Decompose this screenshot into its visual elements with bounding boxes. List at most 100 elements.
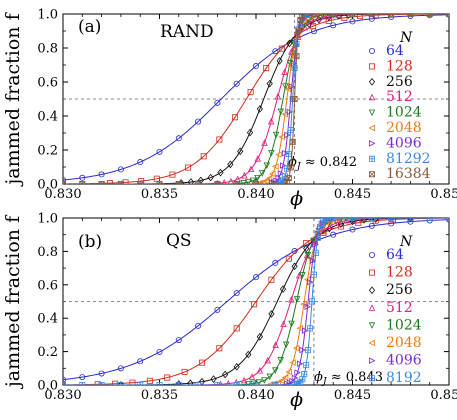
phi-j-annotation: ϕJ ≈ 0.842 <box>288 155 357 172</box>
data-point <box>117 382 124 385</box>
data-point <box>233 325 240 332</box>
legend-label: 2048 <box>386 335 422 351</box>
legend-marker <box>368 109 376 117</box>
legend-label: 512 <box>386 300 413 316</box>
phi-j-annotation: ϕJ ≈ 0.843 <box>314 370 383 387</box>
data-point <box>214 181 221 184</box>
y-axis-label: jammed fraction f <box>2 214 24 389</box>
data-point <box>175 337 182 344</box>
data-point <box>261 377 268 384</box>
series-line <box>63 219 449 381</box>
data-point <box>98 382 105 385</box>
data-point <box>175 181 182 184</box>
data-point <box>337 220 345 228</box>
data-point <box>214 306 221 313</box>
panel-title: RAND <box>160 22 214 42</box>
data-point <box>233 382 240 385</box>
data-point <box>296 360 304 368</box>
data-point <box>195 181 202 184</box>
series-line <box>63 14 449 181</box>
data-point <box>288 320 295 328</box>
data-point <box>233 362 240 371</box>
data-point <box>129 379 136 385</box>
data-point <box>284 131 291 139</box>
data-point <box>254 174 261 182</box>
data-point <box>321 14 329 20</box>
data-point <box>305 347 312 354</box>
data-point <box>117 181 124 184</box>
y-tick-label: 0.8 <box>37 42 58 57</box>
data-point <box>79 181 86 184</box>
data-point <box>272 259 279 266</box>
data-point <box>288 296 295 303</box>
data-point <box>286 39 293 48</box>
data-point <box>279 285 287 293</box>
legend-marker <box>368 77 376 86</box>
data-point <box>446 14 449 17</box>
data-point <box>335 218 342 226</box>
data-point <box>264 356 271 364</box>
x-tick-label: 0.830 <box>44 388 81 403</box>
series-16384 <box>63 14 449 184</box>
data-point <box>351 218 358 223</box>
y-tick-label: 0.2 <box>37 144 58 159</box>
data-point <box>320 14 325 19</box>
legend-label: 64 <box>386 247 404 263</box>
data-point <box>330 14 337 17</box>
legend-marker <box>368 269 375 276</box>
data-point <box>156 148 163 155</box>
data-point <box>266 373 274 381</box>
data-point <box>305 20 313 28</box>
data-point <box>98 181 105 184</box>
legend-marker <box>368 322 376 329</box>
data-point <box>241 171 248 179</box>
data-point <box>249 177 257 184</box>
data-point <box>349 218 356 221</box>
data-point <box>295 27 302 34</box>
series-group <box>63 14 449 184</box>
data-point <box>284 85 292 93</box>
data-point <box>426 218 433 221</box>
y-tick-label: 1.0 <box>37 8 58 23</box>
data-point <box>256 332 263 341</box>
data-point <box>240 179 247 184</box>
x-tick-label: 0.840 <box>237 187 274 202</box>
data-point <box>390 218 397 223</box>
data-point <box>79 174 86 181</box>
data-point <box>285 175 292 182</box>
data-point <box>282 149 289 157</box>
data-point <box>330 218 337 222</box>
data-point <box>312 241 319 248</box>
data-point <box>278 45 285 52</box>
panel-label: (b) <box>78 232 102 252</box>
data-point <box>245 350 252 359</box>
data-point <box>304 252 312 259</box>
data-point <box>349 226 356 233</box>
data-point <box>272 381 279 385</box>
data-point <box>349 18 356 25</box>
data-point <box>79 382 86 385</box>
data-point <box>181 368 188 375</box>
data-point <box>217 168 224 177</box>
data-point <box>292 344 300 352</box>
data-point <box>280 320 287 328</box>
panel-label: (a) <box>78 17 101 37</box>
data-point <box>256 105 263 113</box>
data-point <box>275 174 283 182</box>
data-point <box>299 272 306 279</box>
data-point <box>253 382 259 385</box>
data-point <box>287 164 294 171</box>
legend-marker <box>369 375 375 382</box>
x-tick-label: 0.835 <box>141 388 178 403</box>
data-point <box>407 218 414 221</box>
data-point <box>310 271 317 278</box>
data-point <box>175 135 182 142</box>
x-axis-label: ϕ <box>290 188 303 210</box>
data-point <box>295 271 303 279</box>
y-tick-label: 0.0 <box>37 379 58 394</box>
data-point <box>285 255 292 262</box>
legend-marker <box>368 124 376 132</box>
data-point <box>137 159 144 166</box>
